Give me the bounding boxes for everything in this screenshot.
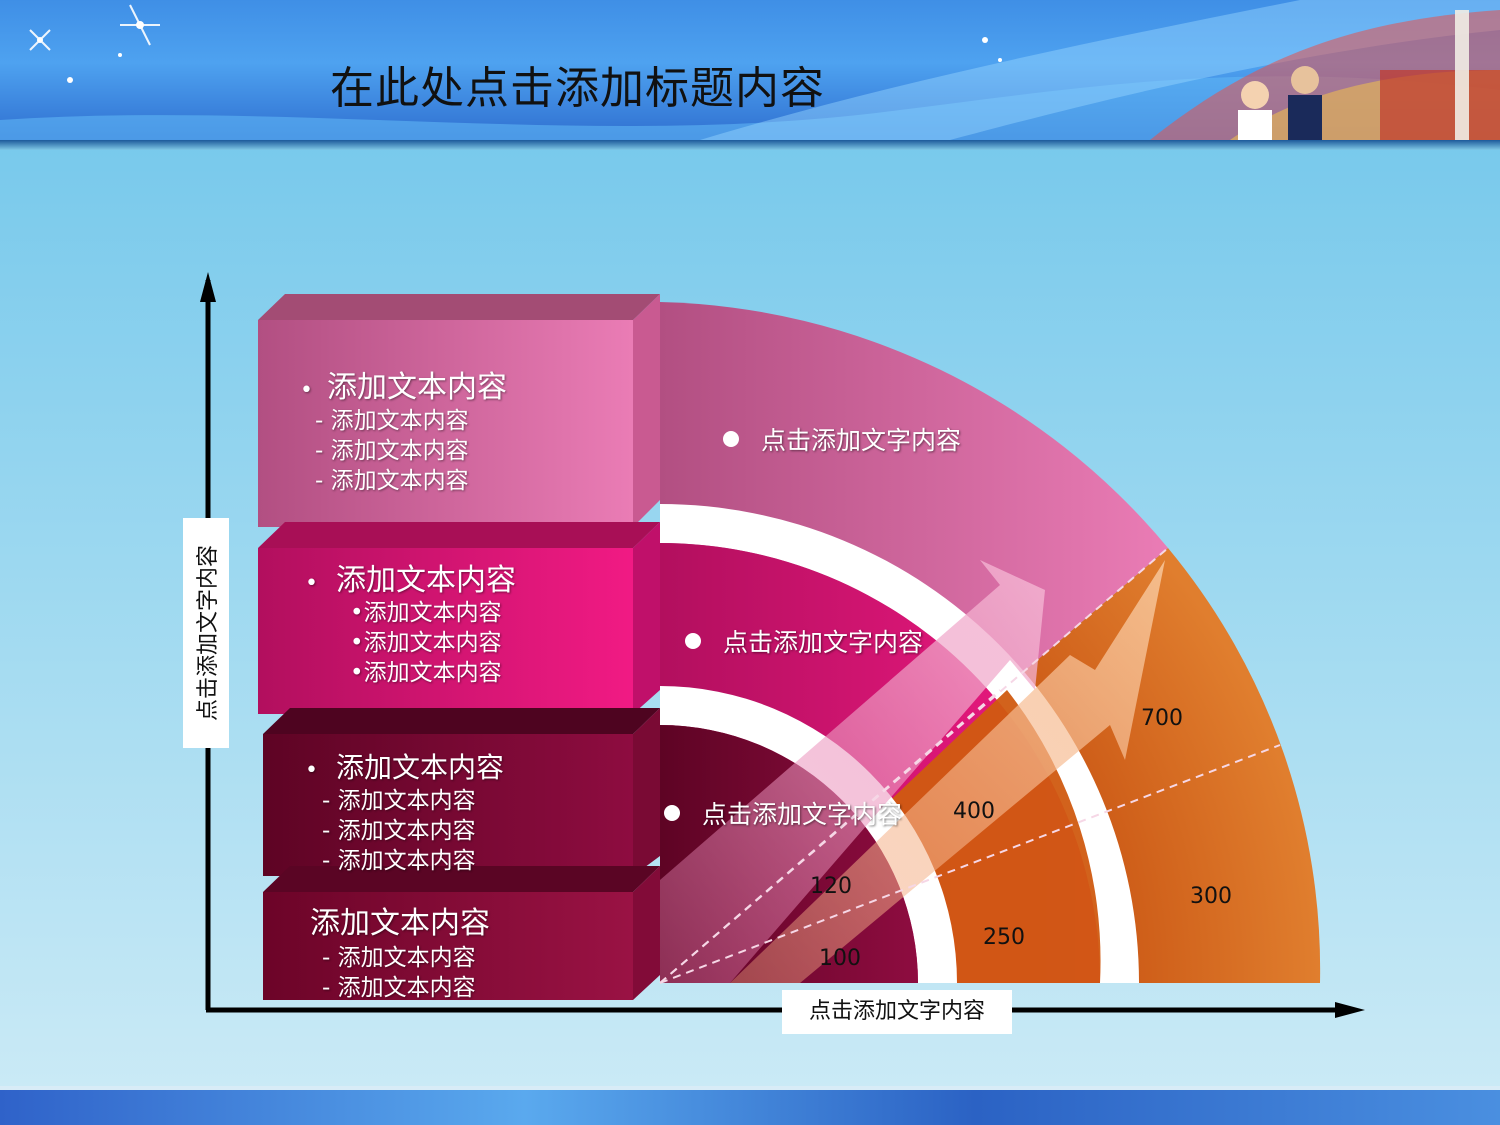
header-divider xyxy=(0,140,1500,150)
box-1-item: - 添加文本内容 xyxy=(315,408,469,434)
box-3-side xyxy=(633,708,660,876)
box-4-heading[interactable]: 添加文本内容 xyxy=(310,906,490,941)
box-1-front xyxy=(258,320,633,527)
box-2-front xyxy=(258,548,633,714)
footer-divider xyxy=(0,1086,1500,1090)
value-label: 120 xyxy=(810,874,852,899)
value-label: 700 xyxy=(1141,706,1183,731)
arc-label-middle[interactable]: 点击添加文字内容 xyxy=(685,623,923,659)
footer-banner xyxy=(0,1090,1500,1125)
value-label: 250 xyxy=(983,925,1025,950)
box-3-front xyxy=(263,734,633,876)
pink-arrow xyxy=(660,560,1045,983)
box-3-item: - 添加文本内容 xyxy=(322,818,476,844)
box-4-item: - 添加文本内容 xyxy=(322,945,476,971)
x-axis-label[interactable]: 点击添加文字内容 xyxy=(782,990,1012,1034)
box-3-item: - 添加文本内容 xyxy=(322,848,476,874)
y-axis-label[interactable]: 点击添加文字内容 xyxy=(183,518,229,748)
box-3-top xyxy=(263,708,660,734)
box-2-item: •添加文本内容 xyxy=(350,660,502,686)
dashed-guides xyxy=(659,547,1281,984)
x-axis-arrowhead xyxy=(1335,1002,1365,1018)
box-2-heading[interactable]: • 添加文本内容 xyxy=(305,563,516,598)
box-1-heading[interactable]: • 添加文本内容 xyxy=(300,370,507,405)
box-1-item: - 添加文本内容 xyxy=(315,468,469,494)
box-4-side xyxy=(633,866,660,1000)
page-title[interactable]: 在此处点击添加标题内容 xyxy=(330,63,825,114)
arc-label-inner[interactable]: 点击添加文字内容 xyxy=(664,795,902,831)
box-1-top xyxy=(258,294,660,320)
box-4-top xyxy=(263,866,660,892)
value-label: 400 xyxy=(953,799,995,824)
box-1-item: - 添加文本内容 xyxy=(315,438,469,464)
box-2-item: •添加文本内容 xyxy=(350,630,502,656)
header-decoration xyxy=(0,0,1500,140)
arc-label-outer[interactable]: 点击添加文字内容 xyxy=(723,421,961,457)
box-4-front xyxy=(263,892,633,1000)
box-2-item: •添加文本内容 xyxy=(350,600,502,626)
value-label: 100 xyxy=(819,946,861,971)
box-2-side xyxy=(633,522,660,714)
box-4-item: - 添加文本内容 xyxy=(322,975,476,1001)
box-2-top xyxy=(258,522,660,548)
box-1-side xyxy=(633,294,660,527)
y-axis-arrowhead xyxy=(200,272,216,302)
box-3-heading[interactable]: • 添加文本内容 xyxy=(305,751,504,784)
value-label: 300 xyxy=(1190,884,1232,909)
box-3-item: - 添加文本内容 xyxy=(322,788,476,814)
